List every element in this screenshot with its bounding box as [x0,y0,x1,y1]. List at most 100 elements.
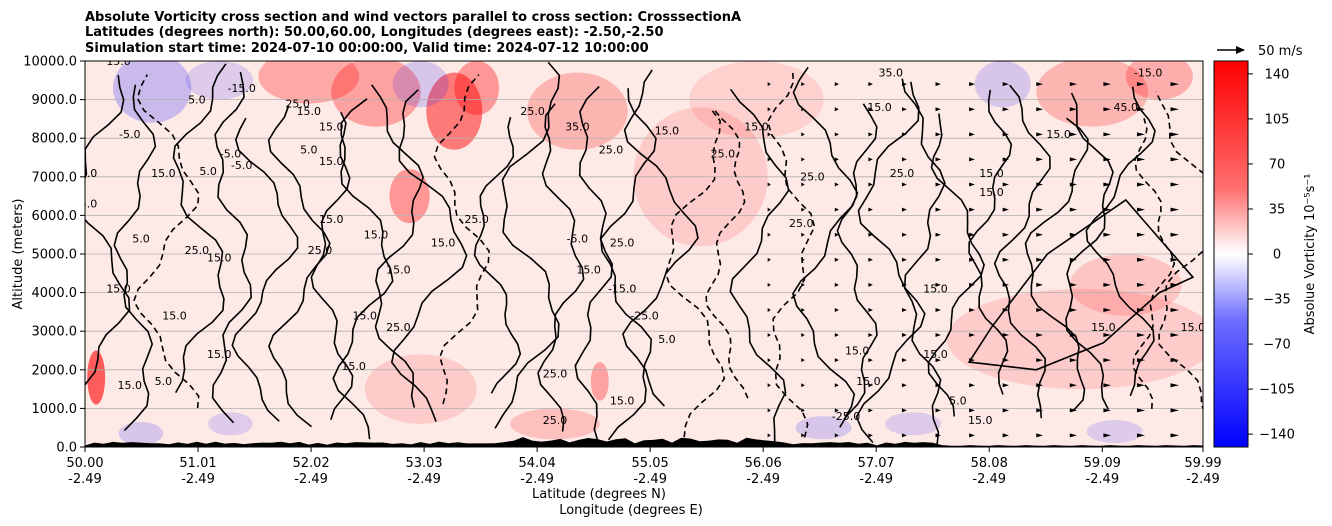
wind-vector [935,82,941,87]
wind-vector [868,207,873,212]
wind-vector [868,232,873,237]
wind-vector [935,257,941,262]
wind-vector [901,358,907,363]
wind-vector [868,282,873,287]
wind-vector [1136,333,1146,338]
contour-label: 15.0 [319,155,344,168]
contour-line [705,108,749,399]
contour-label: -5.0 [119,128,140,141]
wind-vector [1069,282,1078,287]
contour-label: 15.0 [845,344,870,357]
wind-vector [1170,383,1180,388]
wind-vector [834,383,839,388]
wind-vector [1103,107,1112,112]
wind-vector [767,383,771,388]
contour-line [473,116,522,394]
x-tick-label-lon: -2.49 [746,472,780,487]
wind-vector [834,232,839,237]
vorticity-blob [590,362,609,401]
wind-vector [1002,257,1009,262]
wind-vector [1036,408,1044,413]
wind-vector [1170,107,1180,112]
colorbar-gradient [1213,60,1249,448]
wind-vector [1036,82,1044,87]
vorticity-blob [1036,61,1149,127]
vorticity-blob [112,61,192,123]
quiver-key-arrowhead [1236,46,1245,54]
y-tick-label: 10000.0 [23,55,77,70]
wind-vector [834,433,839,438]
contour-label: 25.0 [308,244,333,257]
wind-vector [969,182,975,187]
contour-label: 15.0 [341,360,366,373]
vorticity-blob [426,72,483,150]
wind-vector [1136,282,1146,287]
wind-vector [834,333,839,338]
wind-vector [901,433,907,438]
wind-vector [801,307,805,312]
wind-vector [1136,132,1146,137]
chart-title-line3: Simulation start time: 2024-07-10 00:00:… [85,41,649,56]
colorbar-tick-label: 140 [1265,67,1290,82]
wind-vector [834,132,839,137]
x-tick-label-lon: -2.49 [1186,472,1220,487]
wind-vector [834,408,839,413]
contour-label: 5.0 [949,395,967,408]
wind-vector [801,107,805,112]
wind-vector [868,433,873,438]
contour-label: -5.0 [220,148,241,161]
wind-vector [767,182,771,187]
contour-label: 25.0 [711,148,736,161]
wind-vector [969,333,975,338]
y-axis-title: Altitude (meters) [11,199,26,310]
wind-vector [1103,182,1112,187]
contour-line [622,69,699,407]
contour-label: 15.0 [118,379,143,392]
contour-labels: 15.0-5.0-5.0-5.05.0-15.015.025.015.015.0… [85,61,1203,427]
wind-vector [1036,157,1044,162]
wind-vector [767,82,771,87]
wind-vector [868,383,873,388]
contour-label: 15.0 [319,120,344,133]
contour-line [766,68,816,438]
wind-vector [834,182,839,187]
wind-vector [901,232,907,237]
contour-label: 25.0 [386,321,411,334]
contour-label: 25.0 [800,171,825,184]
contour-label: 25.0 [543,368,568,381]
wind-vector [1002,232,1009,237]
wind-vector [868,408,873,413]
contour-line [1132,118,1176,409]
contour-label: -5.0 [231,159,252,172]
contour-line [494,61,561,429]
vorticity-blob [118,421,164,446]
x-tick-label-lon: -2.49 [294,472,328,487]
colorbar-tick-label: −35 [1263,293,1290,308]
wind-vector [1103,157,1112,162]
wind-vector [1002,82,1009,87]
contour-label: 25.0 [464,213,489,226]
wind-vector [1170,207,1180,212]
chart-title-line2: Latitudes (degrees north): 50.00,60.00, … [85,25,664,40]
wind-vector [767,207,771,212]
wind-vector [1069,408,1078,413]
contour-line [371,84,425,408]
wind-vector [801,182,805,187]
wind-vector [1069,107,1078,112]
wind-vector [1069,132,1078,137]
contour-label: 25.0 [543,414,568,427]
wind-vector [1103,207,1112,212]
contour-label: 25.0 [789,217,814,230]
contour-label: 15.0 [431,236,456,249]
wind-vector [969,408,975,413]
contour-label: -25.0 [630,310,658,323]
wind-vector [1103,307,1112,312]
wind-vector [1170,132,1180,137]
wind-vector [935,358,941,363]
vorticity-blob [185,61,253,100]
wind-vector [767,408,771,413]
plot-area: 15.0-5.0-5.0-5.05.0-15.015.025.015.015.0… [85,61,1203,447]
contour-line [537,103,585,432]
contour-label: 25.0 [610,236,635,249]
contour-line [599,88,657,441]
